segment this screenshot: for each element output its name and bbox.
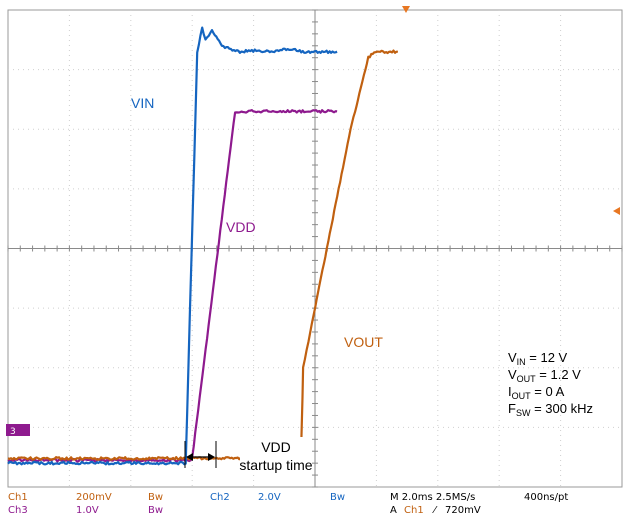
ch1-bw: Bw [148,492,163,503]
test-conditions: VIN = 12 VVOUT = 1.2 VIOUT = 0 AFSW = 30… [508,350,593,418]
trigger-slope: ⁄ [432,505,438,516]
vdd-label: VDD [226,219,256,235]
ch3-scale: 1.0V [76,505,99,516]
trigger-prefix: A [390,505,397,516]
ch2-scale: 2.0V [258,492,281,503]
trigger-level-marker [613,207,620,215]
ch2-bw: Bw [330,492,345,503]
ch3-label: Ch3 [8,505,28,516]
condition-line: FSW = 300 kHz [508,401,593,418]
ch3-ground-label: 3 [10,427,16,437]
ch2-label: Ch2 [210,492,230,503]
condition-line: IOUT = 0 A [508,384,565,401]
ch3-bw: Bw [148,505,163,516]
startup-label-line2: startup time [239,457,312,473]
record-length: 400ns/pt [524,492,568,503]
trigger-level: 720mV [445,505,481,516]
vout-label: VOUT [344,334,383,350]
trace-vout [8,51,398,460]
condition-line: VOUT = 1.2 V [508,367,581,384]
ch1-scale: 200mV [76,492,112,503]
ch1-label: Ch1 [8,492,28,503]
startup-label-line1: VDD [261,439,291,455]
vin-label: VIN [131,95,154,111]
trigger-channel: Ch1 [404,505,424,516]
condition-line: VIN = 12 V [508,350,568,367]
trace-vdd [8,110,337,461]
startup-arrowhead-right [208,453,215,461]
timebase: M 2.0ms 2.5MS/s [390,492,475,503]
status-bar: Ch1 200mV Bw Ch2 2.0V Bw M 2.0ms 2.5MS/s… [8,492,568,516]
